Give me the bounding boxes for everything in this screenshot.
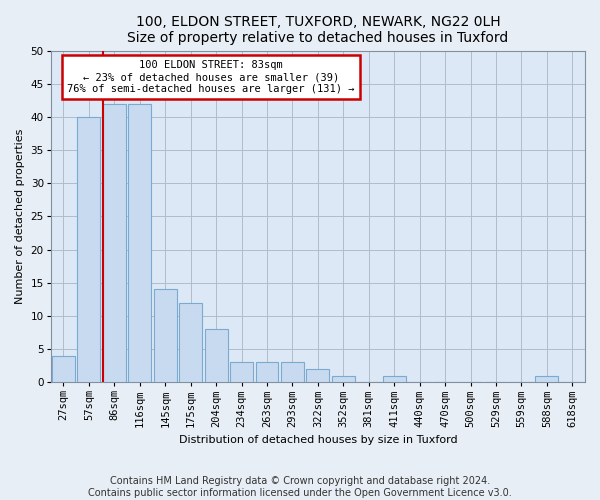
Bar bbox=[52, 356, 75, 382]
X-axis label: Distribution of detached houses by size in Tuxford: Distribution of detached houses by size … bbox=[179, 435, 457, 445]
Bar bbox=[205, 329, 227, 382]
Bar bbox=[179, 302, 202, 382]
Bar bbox=[383, 376, 406, 382]
Bar bbox=[154, 290, 176, 382]
Bar bbox=[103, 104, 126, 382]
Bar bbox=[535, 376, 558, 382]
Bar bbox=[128, 104, 151, 382]
Title: 100, ELDON STREET, TUXFORD, NEWARK, NG22 0LH
Size of property relative to detach: 100, ELDON STREET, TUXFORD, NEWARK, NG22… bbox=[127, 15, 509, 45]
Bar bbox=[77, 117, 100, 382]
Text: 100 ELDON STREET: 83sqm
← 23% of detached houses are smaller (39)
76% of semi-de: 100 ELDON STREET: 83sqm ← 23% of detache… bbox=[67, 60, 355, 94]
Y-axis label: Number of detached properties: Number of detached properties bbox=[15, 128, 25, 304]
Bar bbox=[332, 376, 355, 382]
Bar bbox=[256, 362, 278, 382]
Bar bbox=[230, 362, 253, 382]
Bar bbox=[307, 369, 329, 382]
Bar bbox=[281, 362, 304, 382]
Text: Contains HM Land Registry data © Crown copyright and database right 2024.
Contai: Contains HM Land Registry data © Crown c… bbox=[88, 476, 512, 498]
